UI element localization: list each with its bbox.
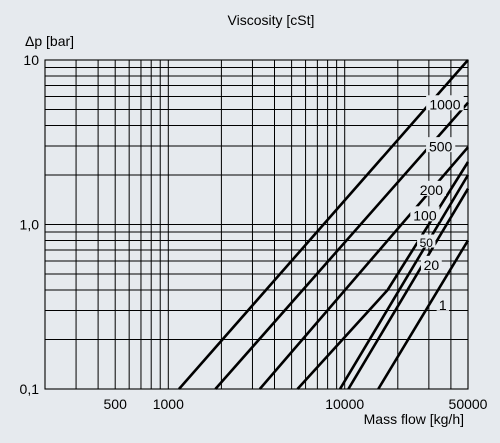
series-label-100: 100 <box>413 208 437 224</box>
series-label-bg <box>426 137 456 153</box>
x-tick-label: 1000 <box>153 396 184 412</box>
series-label-bg <box>436 295 450 311</box>
y-axis-label: Δp [bar] <box>25 33 74 49</box>
series-label-500: 500 <box>429 138 453 154</box>
series-labels: 1000 500 200 100 50 20 1 <box>410 95 464 313</box>
series-label-20: 20 <box>424 257 440 273</box>
y-tick-label: 1,0 <box>20 217 40 233</box>
series-label-200: 200 <box>420 182 444 198</box>
series-label-bg <box>417 234 436 248</box>
series-line-20 <box>347 188 470 390</box>
y-tick-label: 10 <box>23 52 39 68</box>
x-tick-label: 50000 <box>449 396 488 412</box>
series-line-50 <box>338 174 470 390</box>
x-axis-label: Mass flow [kg/h] <box>364 411 464 427</box>
series-label-50: 50 <box>420 236 434 250</box>
series-label-bg <box>426 95 464 111</box>
series-line-500 <box>214 101 469 390</box>
plot-frame <box>44 59 469 390</box>
series-label-1: 1 <box>439 297 447 313</box>
tick-labels: 500 1000 10000 50000 0,1 1,0 10 <box>20 52 488 412</box>
x-tick-label: 500 <box>104 396 128 412</box>
series-label-bg <box>410 206 440 222</box>
y-tick-label: 0,1 <box>20 381 40 397</box>
series-label-bg <box>420 255 442 271</box>
x-tick-label: 10000 <box>325 396 364 412</box>
series-label-bg <box>416 180 446 196</box>
series-line-1 <box>377 239 470 390</box>
grid <box>44 59 469 390</box>
series-line-1000 <box>178 59 469 390</box>
series-line-100 <box>296 161 470 390</box>
series-label-1000: 1000 <box>429 97 460 113</box>
series-lines <box>178 59 470 390</box>
chart-title: Viscosity [cSt] <box>228 12 315 28</box>
